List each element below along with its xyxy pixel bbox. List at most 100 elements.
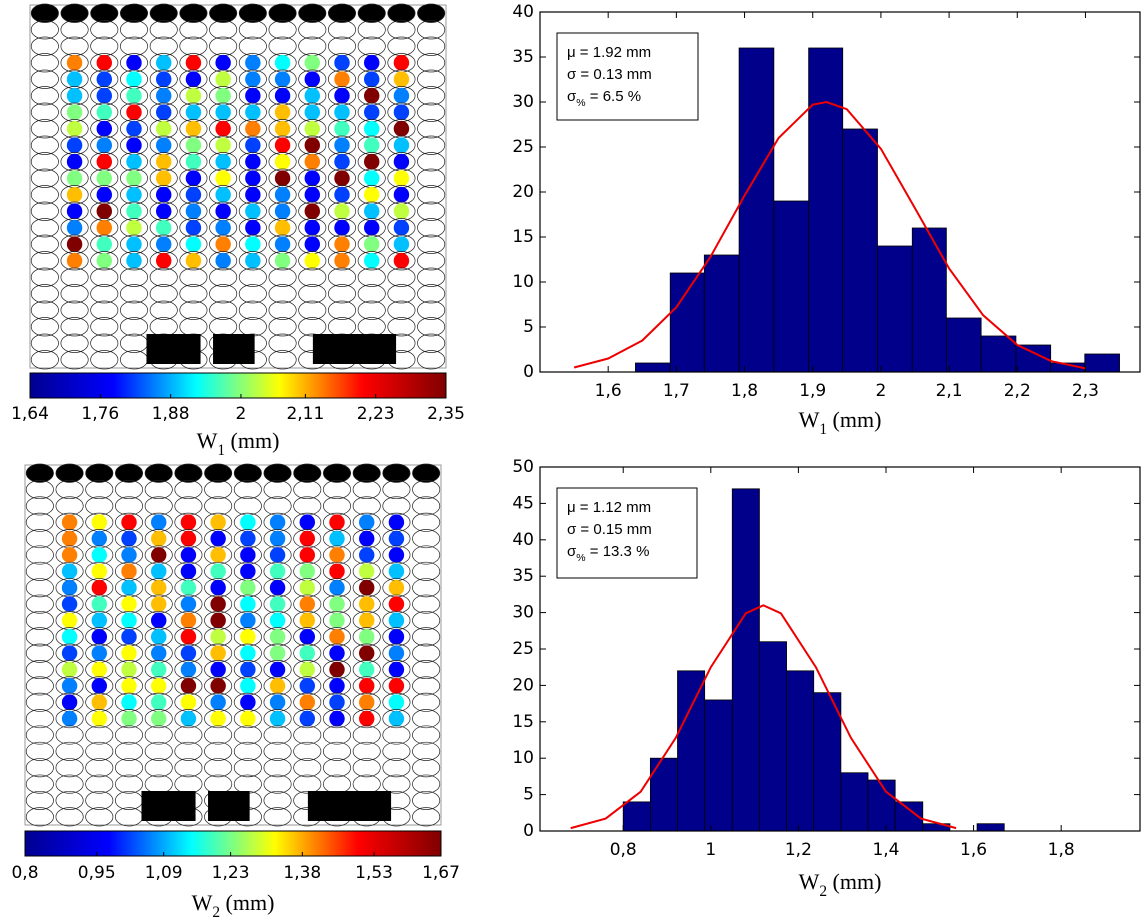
fabric-stitch	[334, 120, 350, 137]
fabric-loop	[233, 741, 262, 761]
histogram-bar	[1084, 353, 1120, 373]
stats-line: σ = 0.15 mm	[567, 521, 652, 538]
fabric-stitch	[155, 153, 172, 170]
histogram-bar	[731, 488, 760, 832]
y-tick-label: 0	[523, 821, 534, 841]
fabric-loop	[204, 463, 233, 483]
fabric-loop	[233, 758, 262, 778]
fabric-stitch	[66, 219, 83, 236]
fabric-loop	[417, 317, 446, 337]
colorbar-tick-label: 2	[236, 404, 247, 424]
fabric-loop	[30, 218, 59, 238]
fabric-stitch	[215, 153, 231, 170]
fabric-stitch	[180, 596, 197, 612]
fabric-stitch	[245, 219, 261, 236]
fabric-stitch	[358, 678, 375, 694]
fabric-stitch	[269, 678, 286, 694]
fabric-loop	[417, 135, 446, 155]
fabric-stitch	[334, 153, 350, 170]
fabric-stitch	[180, 678, 197, 694]
fabric-stitch	[121, 678, 137, 694]
fabric-loop	[149, 3, 178, 23]
x-tick-label: 1,8	[1048, 840, 1075, 860]
fabric-loop	[90, 20, 119, 40]
fabric-stitch	[358, 710, 375, 727]
fabric-loop	[327, 284, 357, 304]
colorbar-label-part: W	[197, 428, 218, 453]
fabric-stitch	[121, 514, 137, 531]
fabric-loop	[293, 463, 322, 483]
fabric-loop	[387, 20, 416, 40]
y-tick-label: 40	[512, 2, 534, 22]
fabric-stitch	[304, 219, 321, 236]
fabric-stitch	[393, 54, 410, 71]
fabric-stitch	[61, 710, 78, 727]
fabric-loop	[25, 627, 54, 647]
fabric-stitch	[329, 694, 345, 711]
fabric-loop	[382, 709, 411, 729]
fabric-loop	[179, 300, 208, 320]
fabric-stitch	[388, 530, 405, 547]
fabric-loop	[417, 53, 446, 73]
fabric-loop	[30, 53, 59, 73]
fabric-loop	[204, 725, 233, 745]
fabric-stitch	[240, 694, 256, 711]
fabric-loop	[417, 251, 446, 271]
fabric-loop	[30, 300, 59, 320]
fabric-stitch	[121, 645, 137, 662]
y-tick-label: 20	[512, 182, 534, 202]
fabric-stitch	[245, 153, 261, 170]
fabric-stitch	[66, 203, 83, 220]
fabric-stitch	[388, 596, 405, 612]
fabric-stitch	[121, 694, 137, 711]
stats-line-part: = 6.5 %	[586, 88, 641, 105]
fabric-stitch	[150, 694, 167, 711]
fabric-loop	[268, 3, 297, 23]
fabric-stitch	[215, 236, 231, 253]
fabric-stitch	[240, 514, 256, 531]
histogram-bar	[813, 692, 842, 832]
fabric-stitch	[329, 514, 345, 531]
fabric-stitch	[304, 186, 321, 203]
fit-curve	[573, 100, 1086, 370]
fabric-stitch	[180, 579, 197, 596]
fabric-loop	[30, 201, 59, 221]
y-tick-label: 15	[512, 712, 534, 732]
fabric-loop	[55, 709, 84, 729]
fabric-loop	[204, 741, 233, 761]
fabric-loop	[412, 480, 441, 500]
histogram-bar	[842, 128, 878, 373]
fabric-stitch	[121, 547, 137, 563]
fabric-loop	[60, 3, 89, 23]
fabric-stitch	[91, 563, 108, 580]
fabric-loop	[90, 267, 119, 287]
fabric-loop	[382, 758, 411, 778]
fabric-stitch	[210, 678, 226, 694]
fabric-stitch	[155, 186, 172, 203]
fabric-stitch	[215, 54, 231, 71]
x-axis-label-part: (mm)	[827, 407, 881, 432]
fabric-stitch	[185, 252, 202, 269]
fabric-stitch	[334, 219, 350, 236]
fabric-stitch	[61, 645, 78, 662]
colorbar-tick-label: 1,67	[422, 863, 460, 883]
fabric-stitch	[274, 104, 291, 121]
fabric-loop	[149, 300, 178, 320]
histogram-bar	[677, 670, 706, 832]
fabric-loop	[322, 463, 352, 483]
fabric-loop	[30, 152, 59, 172]
x-tick-label: 1,7	[663, 381, 690, 401]
fabric-loop	[412, 725, 441, 745]
fabric-loop	[417, 86, 446, 106]
fabric-stitch	[215, 170, 231, 187]
fabric-loop	[119, 20, 149, 40]
fabric-stitch	[91, 514, 108, 531]
fabric-loop	[357, 20, 386, 40]
fabric-stitch	[150, 710, 167, 727]
fabric-stitch	[185, 87, 202, 104]
fabric-loop	[30, 36, 59, 56]
fabric-loop	[417, 168, 446, 188]
fabric-stitch	[210, 710, 226, 727]
fabric-stitch	[304, 170, 321, 187]
fabric-loop	[25, 790, 54, 810]
